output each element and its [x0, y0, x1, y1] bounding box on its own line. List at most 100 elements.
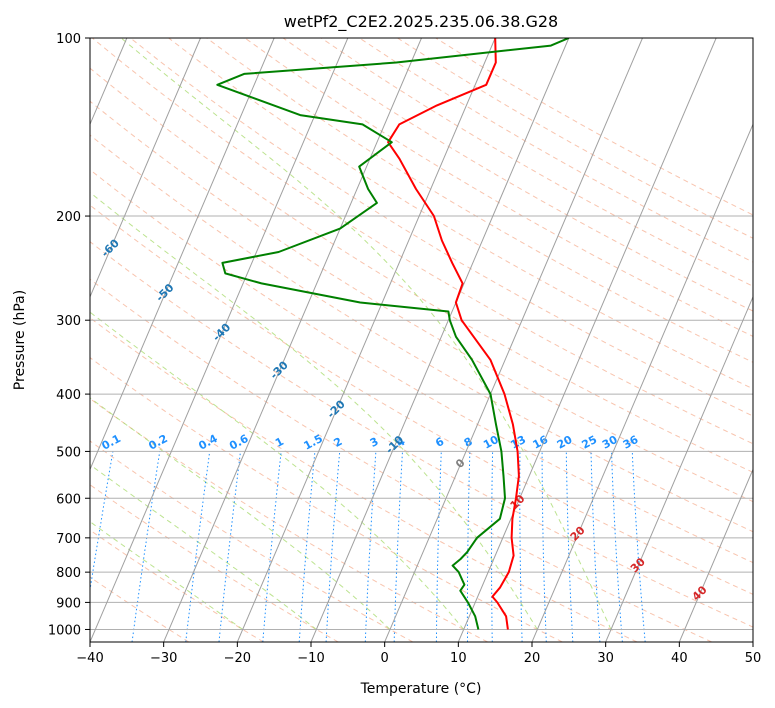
- mixing-ratio-label: 10: [481, 433, 501, 452]
- mixing-ratio-label: 13: [508, 433, 528, 452]
- y-tick-label: 1000: [48, 623, 81, 638]
- isotherm-gridline: [605, 295, 753, 642]
- mixing-ratio-line: [611, 451, 623, 642]
- dry-adiabat: [130, 38, 753, 417]
- mixing-ratio-label: 6: [433, 435, 446, 450]
- x-tick-label: −40: [76, 651, 103, 666]
- y-tick-label: 700: [56, 532, 81, 547]
- dry-adiabat: [90, 278, 712, 642]
- chart-title: wetPf2_C2E2.2025.235.06.38.G28: [284, 12, 558, 32]
- dry-adiabat: [282, 38, 753, 312]
- dry-adiabat: [90, 440, 414, 642]
- temperature-profile-line: [387, 38, 520, 630]
- isotherm-gridline: [310, 38, 570, 642]
- isotherm-label: -30: [268, 358, 291, 381]
- dry-adiabat: [244, 38, 753, 337]
- mixing-ratio-line: [491, 451, 494, 642]
- y-tick-label: 500: [56, 445, 81, 460]
- dry-adiabat: [168, 38, 753, 390]
- isotherm-label: -70: [46, 188, 69, 211]
- mixing-ratio-label: 25: [580, 433, 600, 452]
- dewpoint-profile-line: [216, 38, 570, 630]
- y-tick-label: 800: [56, 566, 81, 581]
- x-tick-label: −30: [150, 651, 177, 666]
- y-tick-label: 100: [56, 32, 81, 47]
- mixing-ratio-label: 36: [621, 433, 641, 452]
- isotherm-label: 0: [453, 456, 468, 471]
- x-axis-label: Temperature (°C): [360, 681, 482, 697]
- y-tick-label: 400: [56, 388, 81, 403]
- x-tick-label: 0: [381, 651, 389, 666]
- isotherm-label: -50: [153, 281, 176, 304]
- isotherm-label: -10: [383, 433, 406, 456]
- mixing-ratio-label: 2: [332, 435, 345, 450]
- y-tick-label: 200: [56, 210, 81, 225]
- mixing-ratio-label: 1: [273, 435, 286, 450]
- isotherm-label: 40: [690, 583, 710, 603]
- isotherm-gridline: [90, 38, 349, 642]
- isotherm-label: -80: [0, 147, 13, 170]
- dry-adiabat: [90, 67, 753, 473]
- mixing-ratio-line: [519, 451, 523, 642]
- dry-adiabat: [91, 38, 753, 445]
- mixing-ratio-line: [298, 451, 316, 642]
- mixing-ratio-label: 20: [555, 433, 575, 452]
- x-tick-label: 20: [524, 651, 541, 666]
- dry-adiabat: [90, 317, 638, 642]
- mixing-ratio-line: [131, 451, 161, 642]
- mixing-ratio-line: [590, 451, 601, 642]
- isotherm-gridline: [90, 38, 201, 299]
- moist-adiabat: [90, 397, 391, 630]
- mixing-ratio-label: 0.1: [100, 432, 123, 453]
- mixing-ratio-line: [364, 451, 377, 642]
- mixing-ratio-label: 8: [462, 435, 475, 450]
- mixing-ratio-line: [466, 451, 471, 642]
- moist-adiabat: [90, 521, 243, 630]
- moist-adiabat: [90, 464, 317, 630]
- dry-adiabat: [206, 38, 753, 363]
- x-tick-label: 50: [745, 651, 762, 666]
- mixing-ratio-label: 3: [368, 435, 381, 450]
- isotherm-gridline: [457, 38, 717, 642]
- plot-frame: [89, 37, 754, 643]
- moist-adiabat: [90, 191, 538, 630]
- dry-adiabat: [90, 357, 563, 642]
- mixing-ratio-line: [185, 451, 211, 642]
- mixing-ratio-line: [90, 451, 114, 593]
- dry-adiabat: [90, 134, 753, 533]
- isotherm-label: -40: [210, 321, 233, 344]
- dry-adiabat: [90, 169, 753, 564]
- x-tick-label: −10: [297, 651, 324, 666]
- mixing-ratio-label: 1.5: [302, 432, 325, 453]
- x-tick-label: −20: [224, 651, 251, 666]
- y-tick-label: 600: [56, 492, 81, 507]
- mixing-ratio-label: 0.2: [146, 432, 169, 453]
- x-tick-label: 10: [450, 651, 467, 666]
- dry-adiabat: [90, 398, 488, 642]
- x-tick-label: 40: [671, 651, 688, 666]
- mixing-ratio-line: [262, 451, 282, 642]
- x-tick-label: 30: [597, 651, 614, 666]
- dry-adiabat: [90, 576, 190, 642]
- isotherm-label: 20: [568, 524, 588, 544]
- isotherm-gridline: [531, 123, 753, 642]
- dry-adiabat: [359, 38, 753, 263]
- mixing-ratio-line: [631, 451, 646, 642]
- isotherm-gridline: [752, 640, 753, 642]
- isotherm-gridline: [384, 38, 643, 642]
- mixing-ratio-label: 0.6: [227, 432, 251, 453]
- mixing-ratio-line: [218, 451, 241, 642]
- y-tick-label: 900: [56, 596, 81, 611]
- mixing-ratio-line: [565, 451, 574, 642]
- dry-adiabat: [90, 241, 753, 628]
- isotherm-gridline: [678, 468, 753, 642]
- isotherm-gridline: [163, 38, 422, 642]
- isotherm-gridline: [90, 38, 275, 471]
- isotherm-label: -60: [99, 236, 122, 259]
- dry-adiabat: [90, 484, 339, 642]
- moist-adiabat: [120, 38, 612, 630]
- isotherm-label: -20: [325, 397, 348, 420]
- isotherm-gridline: [236, 38, 496, 642]
- y-axis-label: Pressure (hPa): [12, 290, 28, 390]
